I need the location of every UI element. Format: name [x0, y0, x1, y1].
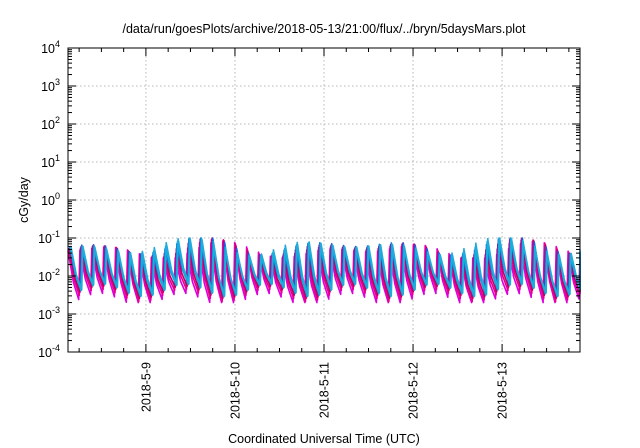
y-tick-label: 102	[41, 115, 60, 132]
y-tick-label: 103	[41, 77, 60, 94]
y-tick-label: 100	[41, 191, 60, 208]
y-tick-label: 104	[41, 39, 60, 56]
y-tick-label: 10-2	[38, 267, 60, 284]
x-tick-label: 2018-5-10	[228, 362, 242, 419]
axis-ticks: 10-4 10-3 10-2 10-1 100 101 102 103 104 2018-5-9 2…	[38, 39, 580, 419]
y-tick-label: 101	[41, 153, 60, 170]
grid	[68, 48, 580, 352]
x-tick-label: 2018-5-9	[139, 362, 153, 412]
y-tick-label: 10-4	[38, 343, 60, 360]
x-tick-label: 2018-5-13	[496, 362, 510, 419]
x-axis-label: Coordinated Universal Time (UTC)	[228, 432, 420, 446]
y-tick-label: 10-3	[38, 305, 60, 322]
series-line	[70, 237, 581, 297]
x-tick-label: 2018-5-11	[318, 362, 332, 418]
series-group	[67, 237, 581, 304]
y-axis-label: cGy/day	[17, 176, 31, 223]
chart-title: /data/run/goesPlots/archive/2018-05-13/2…	[122, 22, 526, 36]
x-tick-label: 2018-5-12	[407, 362, 421, 419]
y-tick-label: 10-1	[38, 229, 60, 246]
